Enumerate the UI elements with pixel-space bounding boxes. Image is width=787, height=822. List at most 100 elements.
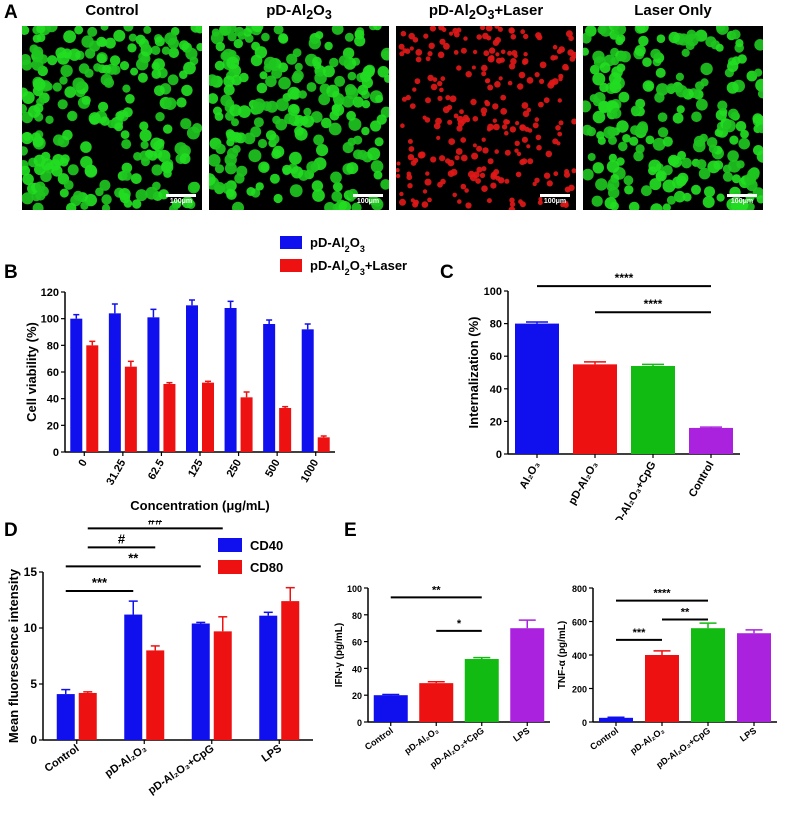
bar bbox=[373, 695, 408, 722]
x-tick-label: 0 bbox=[76, 458, 89, 469]
bar bbox=[419, 683, 454, 722]
bar bbox=[124, 366, 137, 452]
significance-label: **** bbox=[615, 271, 634, 285]
bar bbox=[78, 692, 97, 740]
image-title: Laser Only bbox=[634, 2, 712, 19]
x-tick-label: LPS bbox=[260, 743, 284, 765]
y-axis-title: Internalization (%) bbox=[466, 317, 481, 429]
y-tick-label: 60 bbox=[490, 351, 502, 363]
significance-label: ** bbox=[432, 584, 441, 596]
y-tick-label: 100 bbox=[347, 584, 362, 594]
bar bbox=[186, 305, 198, 452]
y-tick-label: 20 bbox=[47, 420, 59, 432]
x-axis-title: Concentration (μg/mL) bbox=[130, 498, 269, 513]
legend-swatch bbox=[280, 236, 302, 249]
x-tick-label: pD-Al₂O₃ bbox=[403, 725, 441, 756]
x-tick-label: 62.5 bbox=[146, 458, 167, 483]
y-tick-label: 0 bbox=[30, 733, 37, 747]
y-tick-label: 40 bbox=[47, 394, 59, 406]
significance-label: ## bbox=[148, 520, 163, 527]
scale-bar: 100μm bbox=[540, 194, 570, 205]
x-tick-label: Control bbox=[687, 460, 717, 500]
y-tick-label: 60 bbox=[47, 367, 59, 379]
significance-label: **** bbox=[653, 588, 671, 600]
bar bbox=[510, 628, 545, 722]
y-axis-title: IFN-γ (pg/mL) bbox=[334, 623, 345, 687]
legend-label: CD40 bbox=[250, 538, 283, 553]
y-axis-title: TNF-α (pg/mL) bbox=[557, 621, 568, 689]
bar bbox=[124, 614, 143, 740]
bar bbox=[213, 631, 232, 740]
y-tick-label: 0 bbox=[582, 718, 587, 728]
bar bbox=[146, 650, 165, 740]
bar bbox=[202, 382, 214, 452]
legend-label: pD-Al2O3+Laser bbox=[310, 258, 407, 277]
x-tick-label: Control bbox=[363, 725, 395, 752]
y-tick-label: 0 bbox=[357, 718, 362, 728]
significance-label: # bbox=[118, 531, 126, 546]
x-tick-label: pD-Al₂O₃ bbox=[566, 460, 600, 507]
y-tick-label: 80 bbox=[490, 319, 502, 331]
bar bbox=[281, 601, 300, 740]
y-tick-label: 800 bbox=[572, 584, 587, 594]
bar bbox=[259, 615, 278, 740]
bar bbox=[70, 318, 83, 452]
x-tick-label: 125 bbox=[186, 458, 206, 480]
bar bbox=[301, 329, 314, 452]
significance-label: * bbox=[457, 618, 462, 630]
y-tick-label: 15 bbox=[24, 565, 38, 579]
chart-tnf-alpha: 0 200 400 600 800 TNF-α (pg/mL) Control pD-Al₂O… bbox=[557, 584, 777, 770]
legend-swatch bbox=[218, 560, 242, 574]
y-axis-title: Mean fluorescence intensity bbox=[6, 568, 21, 743]
x-tick-label: Al₂O₃ bbox=[517, 460, 542, 492]
y-tick-label: 40 bbox=[352, 664, 362, 674]
bar bbox=[224, 308, 237, 452]
micrograph: 100μm bbox=[583, 26, 763, 210]
micrograph: 100μm bbox=[396, 26, 576, 210]
bar bbox=[163, 384, 176, 452]
y-tick-label: 80 bbox=[352, 611, 362, 621]
x-tick-label: pD-Al₂O₃ bbox=[103, 743, 149, 780]
y-tick-label: 100 bbox=[41, 314, 59, 326]
x-tick-label: LPS bbox=[738, 725, 758, 743]
panel-label-d: D bbox=[4, 520, 18, 541]
scale-bar: 100μm bbox=[353, 194, 383, 205]
bar bbox=[147, 317, 160, 452]
bar bbox=[691, 628, 725, 722]
bar bbox=[108, 313, 121, 452]
y-tick-label: 80 bbox=[47, 340, 59, 352]
x-tick-label: LPS bbox=[511, 725, 531, 743]
y-tick-label: 600 bbox=[572, 618, 587, 628]
bar bbox=[464, 659, 499, 722]
significance-label: *** bbox=[92, 575, 108, 590]
chart-cell-viability: 0 20 40 60 80 100 120 Cell viability (%) Concent… bbox=[24, 235, 407, 513]
y-tick-label: 120 bbox=[41, 287, 59, 299]
y-tick-label: 400 bbox=[572, 651, 587, 661]
x-tick-label: pD-Al₂O₃+CpG bbox=[146, 743, 216, 797]
bar bbox=[191, 623, 210, 740]
bar bbox=[279, 408, 292, 452]
x-tick-label: 1000 bbox=[299, 458, 322, 485]
y-tick-label: 10 bbox=[24, 621, 38, 635]
y-tick-label: 5 bbox=[30, 677, 37, 691]
y-tick-label: 0 bbox=[53, 447, 59, 459]
significance-label: *** bbox=[633, 627, 647, 639]
bar bbox=[56, 694, 75, 740]
y-axis-title: Cell viability (%) bbox=[24, 322, 39, 422]
bar bbox=[573, 364, 617, 454]
chart-internalization: 0 20 40 60 80 100 Internalization (%) Al₂O₃ pD-A… bbox=[466, 271, 740, 520]
panel-label-a: A bbox=[4, 2, 18, 23]
bar bbox=[645, 655, 679, 722]
x-tick-label: pD-Al₂O₃ bbox=[628, 725, 666, 756]
x-tick-label: 250 bbox=[225, 458, 245, 480]
x-tick-label: 31.25 bbox=[104, 458, 128, 488]
x-tick-label: 500 bbox=[263, 458, 283, 480]
x-tick-label: Control bbox=[588, 725, 620, 752]
legend-swatch bbox=[280, 259, 302, 272]
y-tick-label: 20 bbox=[490, 416, 502, 428]
micrograph: 100μm bbox=[22, 26, 202, 210]
y-tick-label: 200 bbox=[572, 685, 587, 695]
bar bbox=[737, 633, 771, 722]
legend-swatch bbox=[218, 538, 242, 552]
